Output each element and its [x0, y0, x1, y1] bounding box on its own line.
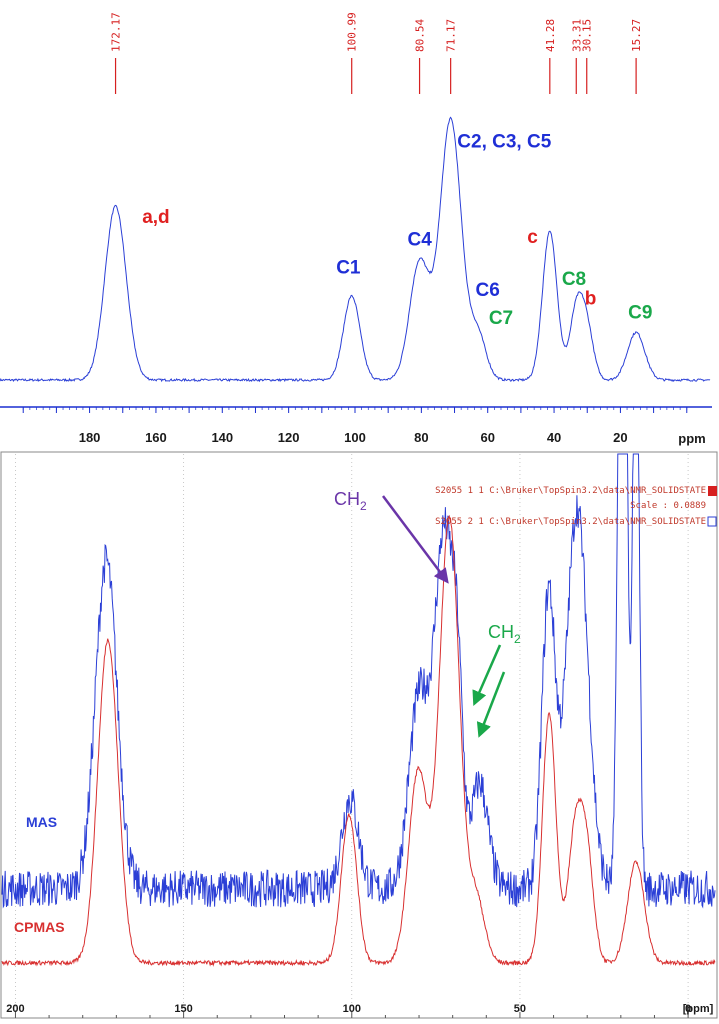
overlay-plot-frame [0, 451, 718, 1019]
peak-position-label: 33.31 [570, 19, 583, 52]
x-tick-label: 150 [174, 1003, 192, 1015]
peak-position-label: 41.28 [544, 19, 557, 52]
x-tick-label: 120 [278, 430, 300, 445]
assignment-label: C4 [408, 230, 433, 251]
x-tick-label: 100 [344, 430, 366, 445]
ch2-purple-label: CH2 [334, 489, 367, 513]
x-tick-label: 80 [414, 430, 428, 445]
ch2-purple-arrow [382, 495, 449, 584]
ch2-green-arrow [472, 644, 502, 706]
top-spectrum-line [0, 116, 711, 383]
assignment-label: a,d [142, 207, 169, 228]
peak-position-label: 172.17 [110, 12, 123, 52]
legend-entry: S2055 2 1 C:\Bruker\TopSpin3.2\data\NMR_… [435, 517, 706, 527]
scale-label: Scale : 0.0889 [630, 501, 706, 511]
mas-series-label: MAS [26, 814, 57, 830]
x-tick-label: 200 [6, 1003, 24, 1015]
ch2-green-label: CH2 [488, 622, 521, 646]
assignment-label: C8 [562, 269, 586, 290]
assignment-label: c [527, 227, 538, 248]
overlay-gridlines [15, 454, 689, 1016]
subscript: 2 [514, 632, 521, 646]
legend-swatch-filled [708, 486, 717, 496]
peak-position-label: 100.99 [346, 12, 359, 52]
ch2-green-arrow [476, 671, 506, 738]
peak-position-label: 71.17 [445, 19, 458, 52]
assignment-label: C7 [489, 308, 513, 329]
x-axis-unit-label: ppm [678, 431, 705, 446]
x-tick-label: 40 [547, 430, 561, 445]
assignment-labels: a,d C1 C4 C2, C3, C5 C6 C7 c C8b C9 [142, 132, 652, 329]
x-axis-unit-label: [ppm] [683, 1003, 714, 1015]
x-tick-label: 20 [613, 430, 627, 445]
assignment-label: C6 [476, 280, 500, 301]
overlay-spectrum-panel: S2055 1 1 C:\Bruker\TopSpin3.2\data\NMR_… [0, 451, 718, 1019]
x-tick-label: 100 [343, 1003, 361, 1015]
overlay-legend: S2055 1 1 C:\Bruker\TopSpin3.2\data\NMR_… [435, 486, 717, 527]
mas-spectrum-line [1, 453, 716, 909]
peak-position-label: 15.27 [630, 19, 643, 52]
x-tick-label: 180 [79, 430, 101, 445]
assignment-label: C1 [336, 258, 361, 279]
overlay-x-axis: 200 150 100 50 0[ppm] [6, 1003, 714, 1018]
cpmas-series-label: CPMAS [14, 919, 65, 935]
legend-swatch-outline [707, 516, 717, 527]
x-tick-label: 160 [145, 430, 167, 445]
cpmas-spectrum-line [1, 514, 716, 967]
x-tick-label: 60 [480, 430, 494, 445]
x-tick-label: 50 [514, 1003, 526, 1015]
assignment-label: C9 [628, 302, 652, 323]
top-x-axis: 180 160 140 120 100 80 60 40 20 ppm [0, 406, 712, 446]
legend-entry: S2055 1 1 C:\Bruker\TopSpin3.2\data\NMR_… [435, 486, 706, 496]
assignment-label: C2, C3, C5 [457, 132, 551, 153]
subscript: 2 [360, 499, 367, 513]
assignment-label: b [585, 288, 597, 309]
peak-position-label: 30.15 [581, 19, 594, 52]
peak-position-label: 80.54 [414, 19, 427, 52]
x-tick-label: 140 [211, 430, 233, 445]
x-tick-label: 0 [685, 1003, 691, 1015]
